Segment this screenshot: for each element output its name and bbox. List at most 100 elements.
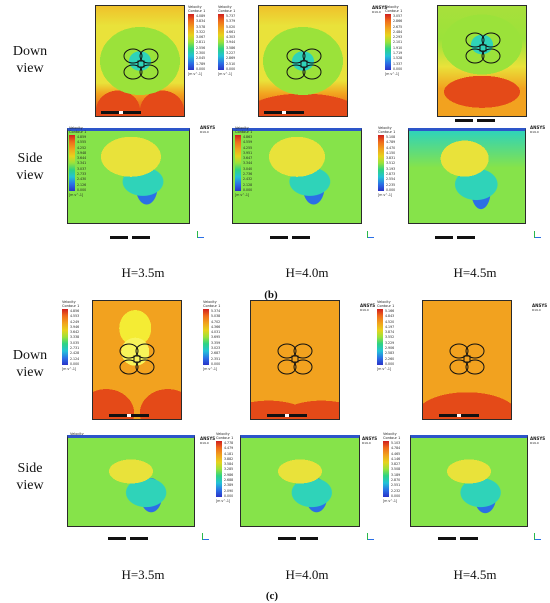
- legend-tick: 1.719: [393, 51, 403, 56]
- legend-b-down-2: Velocity Contour 1 5.737 5.379 5.020 4.661 4…: [218, 5, 236, 76]
- legend-tick: 2.870: [391, 478, 401, 483]
- plot-c-down-2: [250, 300, 340, 420]
- legend-c-side-2: Velocity Contour 1 4.778 4.479 4.181 3.882 3…: [216, 432, 234, 503]
- legend-tick: 0.000: [386, 187, 396, 192]
- legend-tick: 4.249: [70, 319, 80, 324]
- legend-tick: 3.951: [243, 150, 253, 155]
- color-bar: [235, 135, 241, 191]
- scale-bar: [109, 414, 149, 417]
- legend-tick: 4.553: [70, 314, 80, 319]
- legend-tick: 2.235: [386, 182, 396, 187]
- legend-tick: 3.642: [70, 330, 80, 335]
- legend-tick: 2.045: [196, 56, 206, 61]
- legend-c-down-2: Velocity Contour 1 5.374 5.038 4.702 4.366 4…: [203, 300, 221, 371]
- legend-tick: 1.910: [393, 45, 403, 50]
- legend-tick: 3.827: [391, 462, 401, 467]
- legend-tick: 2.124: [70, 356, 80, 361]
- legend-tick: 2.232: [391, 488, 401, 493]
- legend-tick: 3.944: [226, 40, 236, 45]
- legend-tick: 3.695: [211, 335, 221, 340]
- plot-b-down-3: [437, 5, 527, 117]
- legend-tick: 2.733: [77, 172, 87, 177]
- plot-b-down-1: [95, 5, 185, 117]
- height-label: H=4.0m: [285, 265, 329, 280]
- legend-tick: 2.428: [70, 351, 80, 356]
- panel-label-c: (c): [265, 590, 279, 602]
- axes-icon: [365, 532, 375, 542]
- legend-tick: 1.528: [393, 56, 403, 61]
- legend-tick: 3.341: [77, 161, 87, 166]
- legend-tick: 4.150: [386, 150, 396, 155]
- color-bar: [385, 14, 391, 70]
- legend-tick: 4.856: [70, 309, 80, 313]
- drone-outline: [284, 44, 324, 84]
- legend-tick: 2.866: [393, 19, 403, 24]
- legend-b-side-2: Velocity Contour 1 4.863 4.559 4.255 3.951 3…: [235, 126, 253, 197]
- height-label: H=4.5m: [453, 567, 497, 582]
- scale-bar: [267, 414, 307, 417]
- color-bar: [188, 14, 194, 70]
- legend-tick: 2.731: [70, 346, 80, 351]
- legend-tick: 3.647: [243, 156, 253, 161]
- legend-tick: 0.000: [70, 361, 80, 366]
- scale-bar: [110, 236, 150, 239]
- color-bar: [218, 14, 224, 70]
- color-bar: [69, 135, 75, 191]
- legend-tick: 5.020: [226, 24, 236, 29]
- legend-tick: 3.831: [386, 156, 396, 161]
- scale-bar: [438, 537, 478, 540]
- ansys-logo: ANSYS R19.0: [200, 436, 216, 445]
- legend-tick: 0.000: [224, 493, 234, 498]
- legend-c-down-1: Velocity Contour 1 4.856 4.553 4.249 3.946 3…: [62, 300, 80, 371]
- color-bar: [203, 309, 209, 365]
- legend-tick: 0.000: [385, 361, 395, 366]
- legend-tick: 4.252: [77, 145, 87, 150]
- legend-tick: 2.736: [243, 172, 253, 177]
- legend-tick: 5.737: [226, 14, 236, 18]
- height-label: H=4.0m: [285, 567, 329, 582]
- legend-tick: 2.551: [391, 483, 401, 488]
- drone-outline: [447, 339, 487, 379]
- scale-bar: [455, 119, 495, 122]
- legend-b-down-1: Velocity Contour 1 4.089 3.834 3.578 3.322 3…: [188, 5, 206, 76]
- drone-outline: [121, 44, 161, 84]
- scale-bar: [270, 236, 310, 239]
- color-bar: [383, 441, 389, 497]
- legend-tick: 3.229: [385, 340, 395, 345]
- legend-tick: 3.584: [224, 462, 234, 467]
- legend-tick: 3.874: [385, 330, 395, 335]
- legend-tick: 0.000: [243, 187, 253, 192]
- scale-bar: [101, 111, 141, 114]
- legend-tick: 4.303: [226, 35, 236, 40]
- legend-tick: 4.470: [386, 145, 396, 150]
- legend-tick: 3.035: [70, 340, 80, 345]
- legend-tick: 4.789: [386, 140, 396, 145]
- legend-tick: 4.784: [391, 446, 401, 451]
- scale-bar: [278, 537, 318, 540]
- legend-tick: 3.508: [391, 467, 401, 472]
- ansys-logo: ANSYS R19.0: [372, 5, 388, 14]
- height-label: H=4.5m: [453, 265, 497, 280]
- legend-tick: 3.285: [224, 467, 234, 472]
- plot-b-side-2: [232, 128, 362, 224]
- color-bar: [378, 135, 384, 191]
- legend-tick: 1.337: [393, 61, 403, 66]
- axes-icon: [365, 230, 375, 240]
- legend-tick: 2.554: [386, 177, 396, 182]
- height-label: H=3.5m: [121, 265, 165, 280]
- legend-b-down-3: Velocity Contour 1 3.057 2.866 2.675 2.484 2…: [385, 5, 403, 76]
- legend-tick: 2.556: [196, 45, 206, 50]
- legend-tick: 2.432: [243, 177, 253, 182]
- legend-tick: 5.166: [385, 309, 395, 313]
- legend-tick: 0.000: [211, 361, 221, 366]
- ansys-logo: ANSYS R19.0: [530, 125, 546, 134]
- legend-tick: 4.146: [391, 456, 401, 461]
- row-label-down-b: Down view: [12, 44, 48, 76]
- plot-b-down-2: [258, 5, 348, 117]
- drone-outline: [463, 28, 503, 68]
- legend-b-side-1: Velocity Contour 1 4.859 4.555 4.252 3.948 3…: [69, 126, 87, 197]
- legend-tick: 3.586: [226, 45, 236, 50]
- ansys-logo: ANSYS R19.0: [360, 303, 376, 312]
- legend-tick: 5.103: [391, 441, 401, 445]
- legend-tick: 4.089: [196, 14, 206, 18]
